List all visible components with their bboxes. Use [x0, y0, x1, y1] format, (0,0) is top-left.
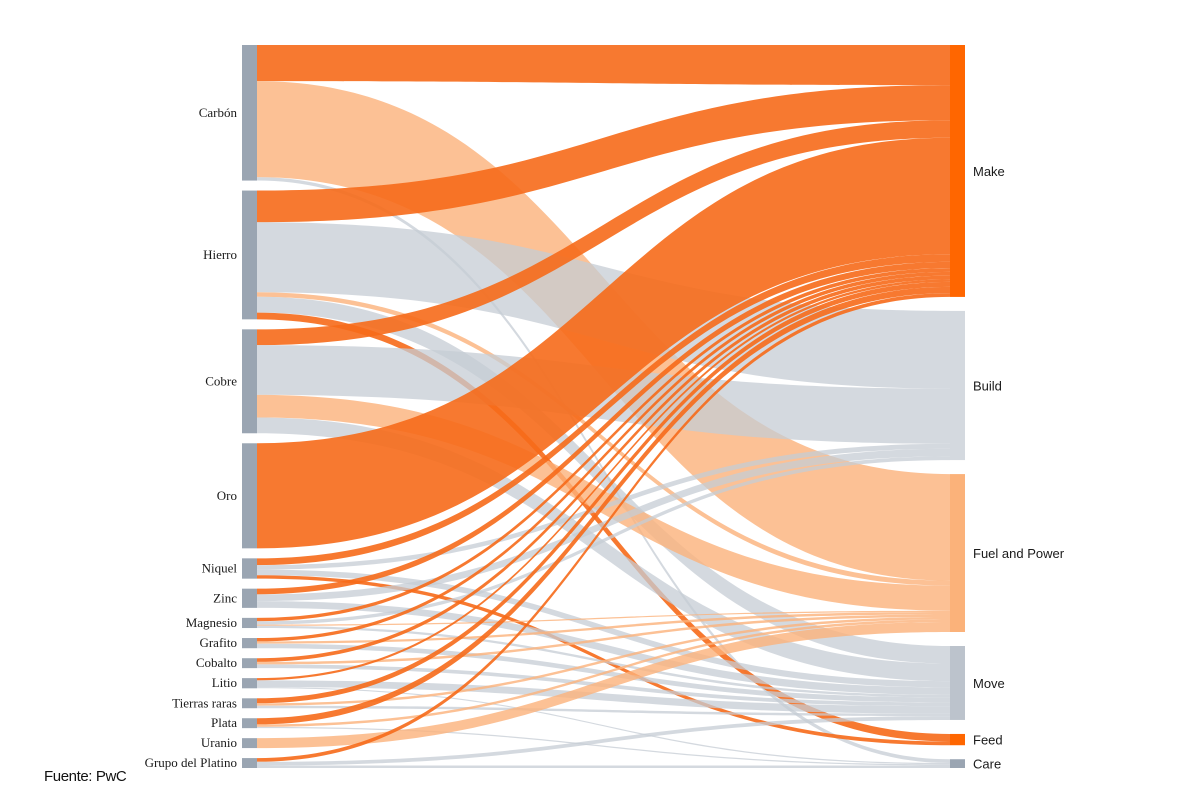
link-carbon-make — [257, 45, 950, 86]
source-label-uranio: Uranio — [201, 735, 237, 750]
source-node-carbon — [242, 45, 257, 181]
source-node-cobre — [242, 329, 257, 434]
link-uranio-fuel-and-power — [257, 621, 950, 749]
source-label-grupo-del-platino: Grupo del Platino — [145, 755, 237, 770]
source-label-grafito: Grafito — [199, 635, 237, 650]
link-cobalto-fuel-and-power — [257, 614, 950, 665]
source-node-hierro — [242, 190, 257, 320]
source-node-grafito — [242, 638, 257, 649]
source-node-uranio — [242, 738, 257, 749]
link-litio-make — [257, 279, 950, 681]
target-label-make: Make — [973, 164, 1005, 179]
source-node-zinc — [242, 588, 257, 608]
link-grupo-del-platino-care — [257, 765, 950, 768]
link-tierras-raras-move — [257, 705, 950, 717]
source-node-plata — [242, 718, 257, 729]
source-node-tierras-raras — [242, 698, 257, 709]
link-grupo-del-platino-move — [257, 716, 950, 766]
link-magnesio-make — [257, 268, 950, 622]
link-magnesio-build — [257, 456, 950, 625]
source-label-tierras-raras: Tierras raras — [172, 695, 237, 710]
link-tierras-raras-fuel-and-power — [257, 616, 950, 706]
target-label-care: Care — [973, 757, 1001, 772]
source-label-oro: Oro — [217, 488, 237, 503]
link-niquel-make — [257, 254, 950, 566]
link-zinc-move — [257, 601, 950, 695]
link-grafito-fuel-and-power — [257, 611, 950, 644]
source-note: Fuente: PwC — [44, 768, 127, 785]
link-cobalto-make — [257, 275, 950, 662]
link-plata-make — [257, 286, 950, 725]
target-label-build: Build — [973, 379, 1002, 394]
source-label-cobalto: Cobalto — [196, 655, 237, 670]
sankey-links — [257, 45, 950, 768]
link-magnesio-fuel-and-power — [257, 610, 950, 626]
target-node-feed — [950, 733, 965, 746]
source-node-magnesio — [242, 617, 257, 629]
source-label-zinc: Zinc — [213, 590, 237, 605]
source-label-hierro: Hierro — [203, 247, 237, 262]
source-label-plata: Plata — [211, 715, 237, 730]
link-hierro-make — [257, 85, 950, 223]
source-node-litio — [242, 678, 257, 689]
link-tierras-raras-make — [257, 281, 950, 704]
link-zinc-build — [257, 448, 950, 602]
source-label-niquel: Niquel — [202, 561, 238, 576]
link-grupo-del-platino-make — [257, 293, 950, 762]
target-node-move — [950, 645, 965, 720]
source-node-niquel — [242, 558, 257, 579]
source-label-litio: Litio — [212, 675, 237, 690]
link-grafito-make — [257, 271, 950, 642]
source-node-grupo-del-platino — [242, 758, 257, 768]
target-node-fuel-and-power — [950, 474, 965, 632]
link-litio-move — [257, 680, 950, 714]
link-litio-care — [257, 687, 950, 765]
link-hierro-fuel-and-power — [257, 292, 950, 586]
source-label-magnesio: Magnesio — [186, 615, 237, 630]
target-node-care — [950, 759, 965, 768]
link-cobre-make — [257, 120, 950, 346]
source-node-oro — [242, 443, 257, 549]
source-label-cobre: Cobre — [205, 373, 237, 388]
target-nodes: Make Build Fuel and Power Move Feed Care — [950, 45, 1065, 772]
target-label-fuel-and-power: Fuel and Power — [973, 546, 1065, 561]
target-node-make — [950, 45, 965, 297]
target-label-move: Move — [973, 676, 1005, 691]
target-node-build — [950, 310, 965, 461]
source-nodes: Carbón Hierro Cobre Oro Niquel Zinc Magnesio Gr… — [145, 45, 257, 770]
link-plata-fuel-and-power — [257, 619, 950, 727]
target-label-feed: Feed — [973, 733, 1003, 748]
link-plata-care — [257, 726, 950, 766]
link-zinc-make — [257, 261, 950, 595]
link-oro-make — [257, 137, 950, 549]
source-node-cobalto — [242, 658, 257, 669]
link-cobre-move — [257, 417, 950, 682]
source-label-carbon: Carbón — [199, 105, 238, 120]
